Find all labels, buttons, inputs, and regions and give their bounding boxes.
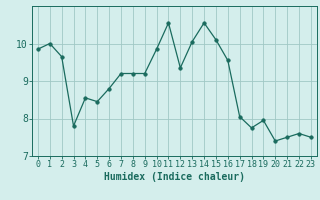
X-axis label: Humidex (Indice chaleur): Humidex (Indice chaleur) bbox=[104, 172, 245, 182]
